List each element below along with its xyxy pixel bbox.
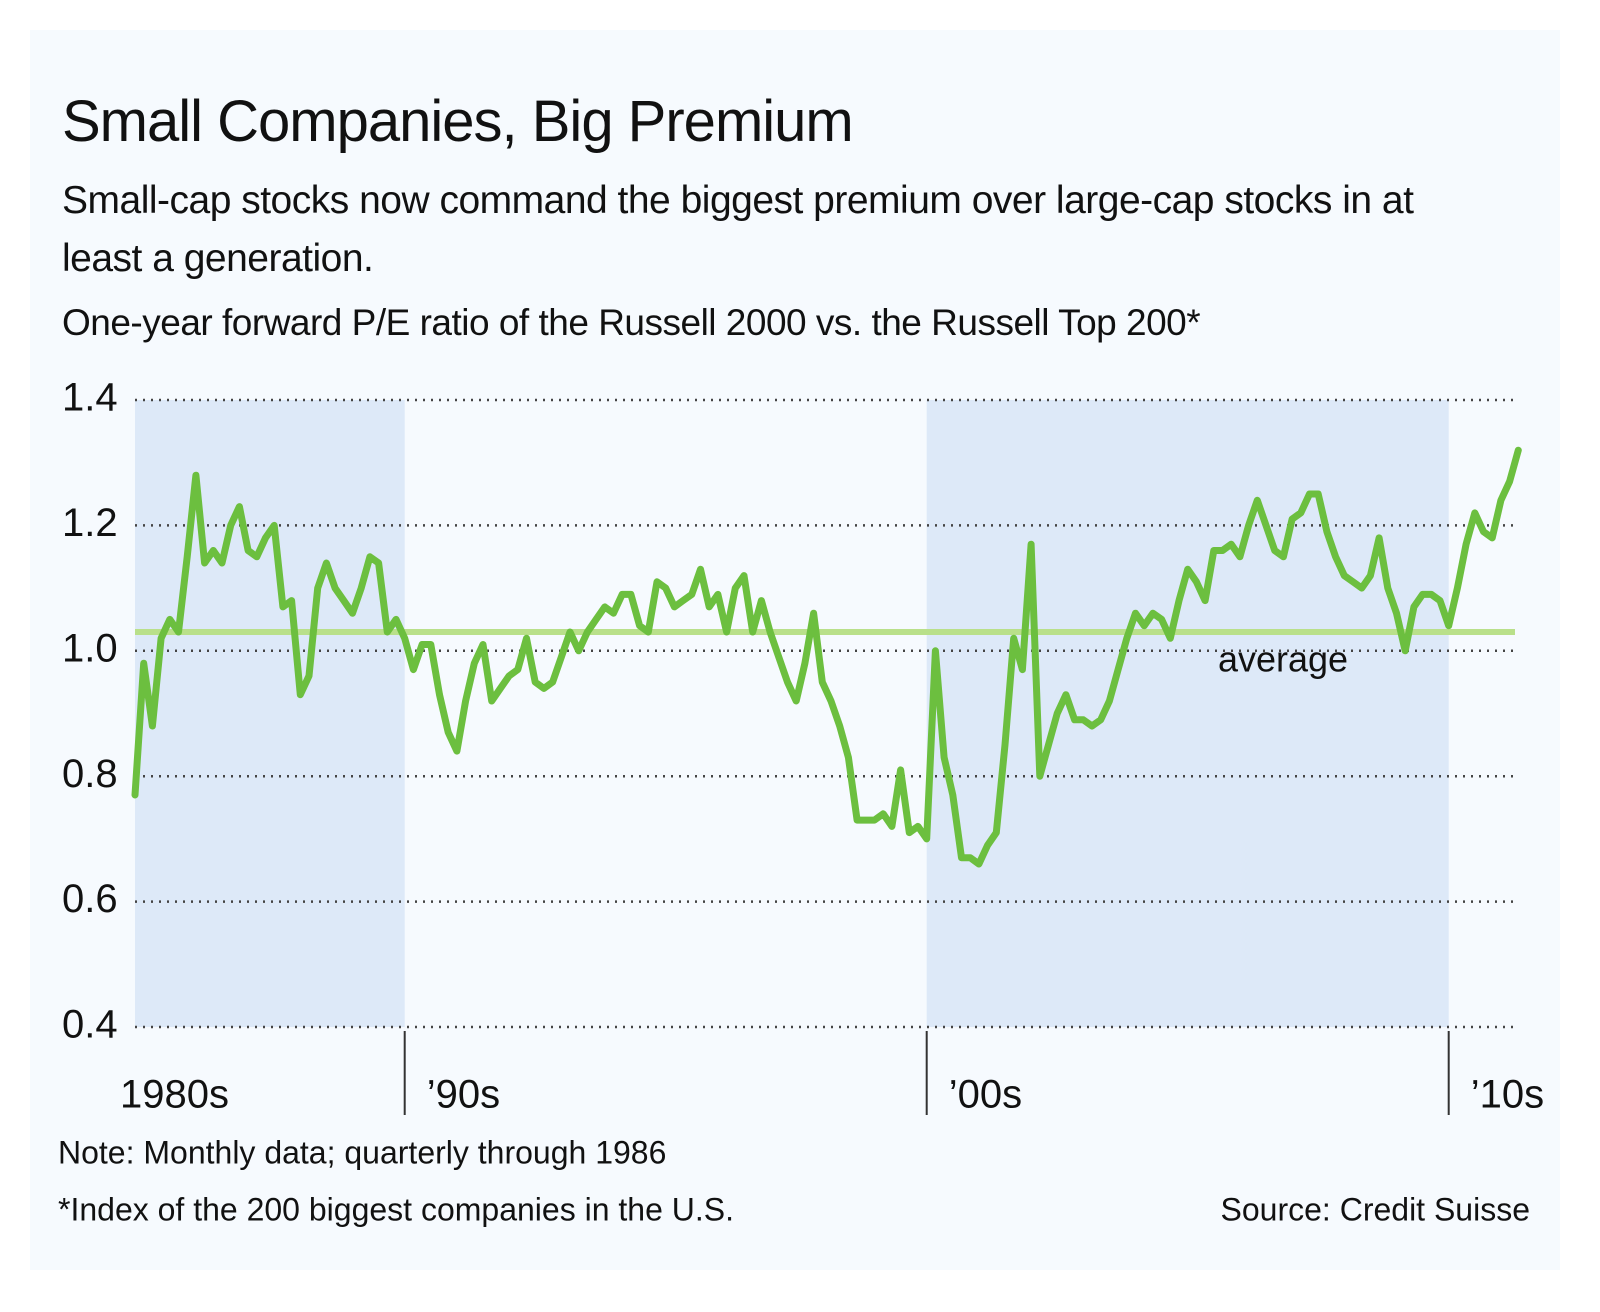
chart-subtitle: Small-cap stocks now command the biggest… [62, 179, 1414, 280]
y-tick-label: 0.6 [62, 877, 118, 921]
x-tick-label: ’90s [427, 1073, 500, 1117]
y-tick-label: 1.4 [62, 376, 118, 420]
y-tick-label: 0.4 [62, 1003, 118, 1047]
footnote: *Index of the 200 biggest companies in t… [58, 1191, 734, 1227]
decade-shade [926, 400, 1449, 1027]
y-tick-label: 0.8 [62, 752, 118, 796]
x-tick-label: ’10s [1471, 1073, 1544, 1117]
average-label: average [1218, 639, 1348, 680]
data-line [131, 446, 1522, 868]
note: Note: Monthly data; quarterly through 19… [58, 1134, 666, 1170]
y-tick-label: 1.0 [62, 626, 118, 670]
chart-title: Small Companies, Big Premium [62, 89, 854, 154]
y-tick-label: 1.2 [62, 501, 118, 545]
x-tick-label: ’00s [949, 1073, 1022, 1117]
x-tick-label: 1980s [120, 1073, 229, 1117]
decade-shade [135, 400, 405, 1027]
chart-caption: One-year forward P/E ratio of the Russel… [62, 302, 1201, 343]
source: Source: Credit Suisse [1221, 1191, 1530, 1227]
